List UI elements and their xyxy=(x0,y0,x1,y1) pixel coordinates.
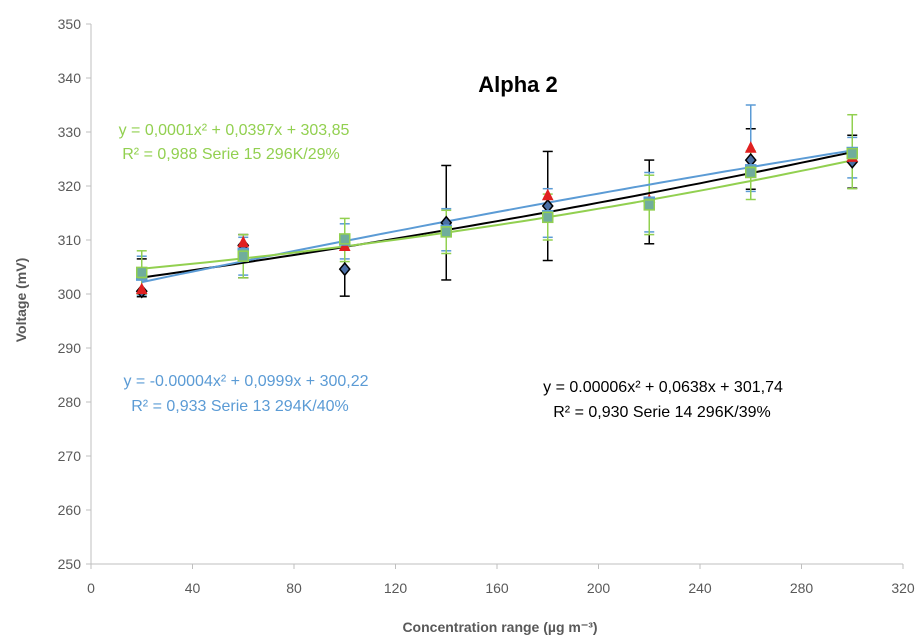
data-point xyxy=(135,282,148,295)
data-point xyxy=(136,266,148,279)
y-tick-label: 310 xyxy=(58,232,82,248)
x-tick-label: 40 xyxy=(185,580,201,596)
chart-title: Alpha 2 xyxy=(478,72,557,97)
trend-line xyxy=(141,151,853,279)
y-tick-label: 260 xyxy=(58,502,82,518)
y-axis-title: Voltage (mV) xyxy=(13,258,29,343)
axes: 0 40 80 120 160 200 240 280 320 250 260 270 280 290 30… xyxy=(58,16,915,596)
y-tick-label: 250 xyxy=(58,556,82,572)
y-tick-label: 330 xyxy=(58,124,82,140)
equation-serie15-line2: R² = 0,988 Serie 15 296K/29% xyxy=(122,146,339,163)
y-tick-label: 340 xyxy=(58,70,82,86)
equation-serie14-line1: y = 0.00006x² + 0,0638x + 301,74 xyxy=(543,379,783,396)
x-tick-label: 0 xyxy=(87,580,95,596)
y-tick-label: 320 xyxy=(58,178,82,194)
x-tick-label: 120 xyxy=(384,580,408,596)
x-tick-label: 200 xyxy=(587,580,611,596)
y-tick-label: 350 xyxy=(58,16,82,32)
x-tick-label: 280 xyxy=(790,580,814,596)
data-point xyxy=(643,199,655,211)
data-point xyxy=(440,226,452,238)
data-markers xyxy=(135,141,859,299)
equation-serie13-line1: y = -0.00004x² + 0,0999x + 300,22 xyxy=(123,373,368,390)
y-tick-label: 290 xyxy=(58,340,82,356)
x-tick-label: 160 xyxy=(485,580,509,596)
x-tick-label: 320 xyxy=(891,580,915,596)
x-tick-label: 240 xyxy=(688,580,712,596)
equation-serie15-line1: y = 0,0001x² + 0,0397x + 303,85 xyxy=(119,122,350,139)
data-point xyxy=(541,188,554,201)
data-point xyxy=(542,211,554,224)
data-point xyxy=(338,261,351,277)
y-tick-label: 280 xyxy=(58,394,82,410)
y-tick-label: 270 xyxy=(58,448,82,464)
x-tick-label: 80 xyxy=(286,580,302,596)
equation-serie13-line2: R² = 0,933 Serie 13 294K/40% xyxy=(131,398,348,415)
data-point xyxy=(744,141,757,153)
labels: Alpha 2 Concentration range (µg m⁻³) Vol… xyxy=(13,72,783,635)
data-point xyxy=(339,233,351,245)
data-point xyxy=(237,250,249,262)
trend-lines xyxy=(141,149,853,284)
trend-line xyxy=(141,149,853,284)
equation-serie14-line2: R² = 0,930 Serie 14 296K/39% xyxy=(553,404,770,421)
data-point xyxy=(745,166,757,179)
trend-line xyxy=(141,159,853,270)
y-tick-label: 300 xyxy=(58,286,82,302)
data-point xyxy=(846,147,858,160)
x-axis-title: Concentration range (µg m⁻³) xyxy=(402,619,597,635)
data-point xyxy=(237,235,250,248)
